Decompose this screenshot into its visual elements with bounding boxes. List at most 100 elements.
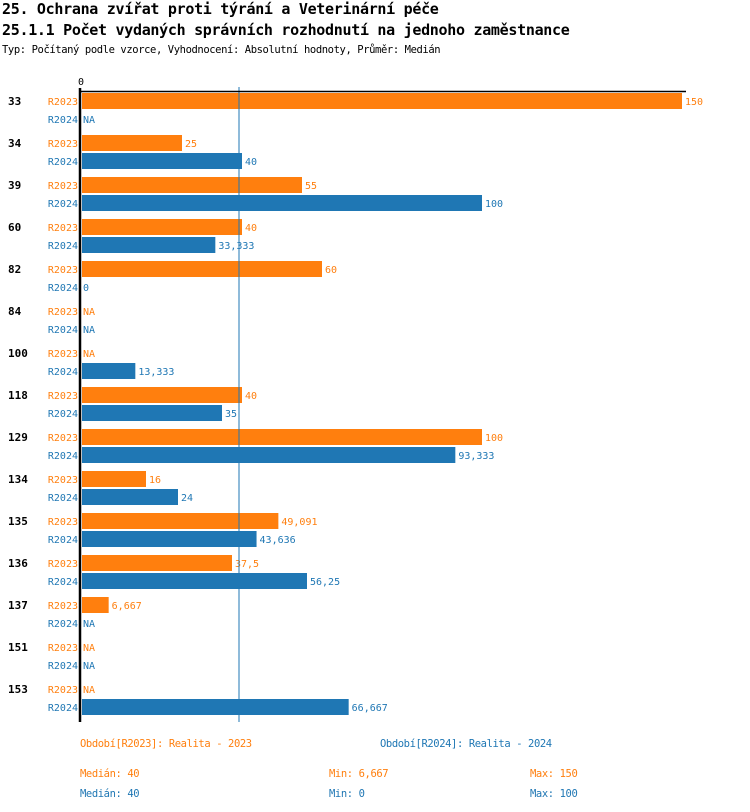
data-label: 56,25 — [310, 577, 340, 588]
data-label: 100 — [485, 433, 503, 444]
stat-median-2024: Medián: 40 — [80, 788, 140, 800]
series-label: R2024 — [48, 115, 78, 126]
bar — [82, 177, 302, 193]
series-label: R2024 — [48, 661, 78, 672]
category-label: 134 — [8, 473, 28, 486]
series-label: R2023 — [48, 433, 78, 444]
data-label: 6,667 — [112, 601, 142, 612]
series-label: R2023 — [48, 223, 78, 234]
data-label: 66,667 — [352, 703, 388, 714]
bar — [82, 387, 242, 403]
bar — [82, 261, 322, 277]
series-label: R2023 — [48, 181, 78, 192]
bar — [82, 489, 178, 505]
data-label: 16 — [149, 475, 161, 486]
category-label: 84 — [8, 305, 22, 318]
bar — [82, 447, 456, 463]
data-label: NA — [83, 325, 95, 336]
bar — [82, 597, 109, 613]
series-label: R2023 — [48, 139, 78, 150]
bar — [82, 699, 349, 715]
bar — [82, 405, 222, 421]
data-label: 37,5 — [235, 559, 259, 570]
category-label: 136 — [8, 557, 28, 570]
x-tick-label: 0 — [78, 77, 84, 88]
series-label: R2023 — [48, 559, 78, 570]
data-label: 100 — [485, 199, 503, 210]
data-label: NA — [83, 685, 95, 696]
category-label: 135 — [8, 515, 28, 528]
data-label: NA — [83, 643, 95, 654]
data-label: 0 — [83, 283, 89, 294]
data-label: 35 — [225, 409, 237, 420]
bar — [82, 237, 216, 253]
bar — [82, 135, 182, 151]
stat-min-2023: Min: 6,667 — [329, 768, 389, 780]
series-label: R2024 — [48, 703, 78, 714]
data-label: NA — [83, 661, 95, 672]
category-label: 118 — [8, 389, 28, 402]
series-label: R2024 — [48, 367, 78, 378]
category-label: 39 — [8, 179, 21, 192]
series-label: R2024 — [48, 493, 78, 504]
series-label: R2024 — [48, 409, 78, 420]
category-label: 60 — [8, 221, 21, 234]
series-label: R2024 — [48, 199, 78, 210]
data-label: 24 — [181, 493, 193, 504]
category-label: 129 — [8, 431, 28, 444]
series-label: R2023 — [48, 349, 78, 360]
data-label: 25 — [185, 139, 197, 150]
data-label: 60 — [325, 265, 337, 276]
series-label: R2023 — [48, 265, 78, 276]
series-label: R2023 — [48, 307, 78, 318]
data-label: 49,091 — [281, 517, 317, 528]
chart-info: Typ: Počítaný podle vzorce, Vyhodnocení:… — [2, 44, 441, 56]
category-label: 100 — [8, 347, 28, 360]
legend-period-2023: Období[R2023]: Realita - 2023 — [80, 738, 252, 750]
series-label: R2024 — [48, 577, 78, 588]
series-label: R2023 — [48, 601, 78, 612]
series-label: R2023 — [48, 517, 78, 528]
data-label: 13,333 — [138, 367, 174, 378]
series-label: R2024 — [48, 535, 78, 546]
category-label: 82 — [8, 263, 21, 276]
legend-period-2024: Období[R2024]: Realita - 2024 — [380, 738, 552, 750]
bar — [82, 219, 242, 235]
series-label: R2023 — [48, 643, 78, 654]
data-label: NA — [83, 115, 95, 126]
data-label: 150 — [685, 97, 703, 108]
series-label: R2024 — [48, 619, 78, 630]
series-label: R2024 — [48, 241, 78, 252]
data-label: 40 — [245, 157, 257, 168]
category-label: 34 — [8, 137, 22, 150]
data-label: NA — [83, 349, 95, 360]
series-label: R2023 — [48, 475, 78, 486]
stat-max-2023: Max: 150 — [530, 768, 578, 780]
stat-median-2023: Medián: 40 — [80, 768, 140, 780]
stat-min-2024: Min: 0 — [329, 788, 365, 800]
series-label: R2023 — [48, 391, 78, 402]
category-label: 33 — [8, 95, 21, 108]
bar-chart: 0 33 R2023 150 R2024 NA 34 R2023 25 R2024 40 39 R202… — [8, 77, 703, 722]
data-label: NA — [83, 307, 95, 318]
series-label: R2024 — [48, 283, 78, 294]
category-label: 151 — [8, 641, 28, 654]
data-label: 40 — [245, 223, 257, 234]
data-label: 93,333 — [458, 451, 494, 462]
chart-title: 25.1.1 Počet vydaných správních rozhodnu… — [2, 21, 570, 39]
data-label: 43,636 — [260, 535, 296, 546]
bar — [82, 471, 146, 487]
series-label: R2023 — [48, 685, 78, 696]
data-label: 55 — [305, 181, 317, 192]
series-label: R2024 — [48, 157, 78, 168]
bar — [82, 531, 257, 547]
bar — [82, 555, 232, 571]
series-label: R2024 — [48, 325, 78, 336]
category-label: 153 — [8, 683, 28, 696]
data-label: 33,333 — [218, 241, 254, 252]
series-label: R2023 — [48, 97, 78, 108]
bar — [82, 513, 279, 529]
bar — [82, 429, 482, 445]
bar — [82, 195, 482, 211]
data-label: NA — [83, 619, 95, 630]
